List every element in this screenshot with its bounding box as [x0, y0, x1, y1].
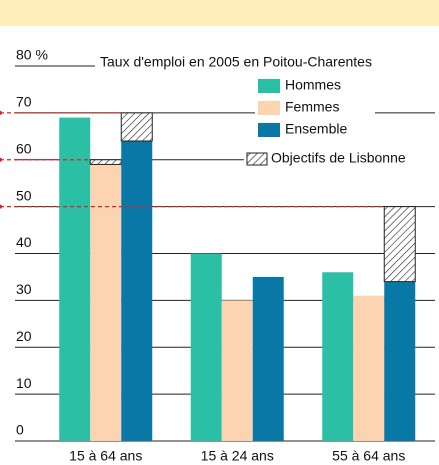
objective-hatch [89, 159, 122, 165]
bar [121, 141, 153, 441]
x-tick-label: 55 à 64 ans [332, 448, 405, 464]
bar [59, 117, 91, 441]
bar [353, 295, 385, 441]
y-tick-label: 70 [16, 94, 32, 110]
objective-hatch [383, 206, 416, 283]
objective-dot [0, 204, 2, 209]
legend-swatch [258, 101, 280, 115]
legend-label: Hommes [285, 77, 341, 93]
y-tick-label: 0 [16, 422, 24, 438]
objective-hatch [120, 112, 153, 142]
y-tick-label: 60 [16, 140, 32, 156]
objective-dot [0, 110, 2, 115]
bar [384, 281, 416, 441]
bar [90, 164, 122, 441]
y-tick-label: 30 [16, 281, 32, 297]
legend-bg [255, 76, 375, 96]
x-tick-label: 15 à 24 ans [201, 448, 274, 464]
chart-title: Taux d'emploi en 2005 en Poitou-Charente… [100, 54, 372, 70]
x-tick-label: 15 à 64 ans [69, 448, 142, 464]
y-tick-label: 40 [16, 234, 32, 250]
objective-dot [0, 157, 2, 162]
legend-swatch [258, 79, 280, 93]
legend-bg [255, 120, 375, 140]
bar [221, 300, 253, 441]
y-tick-label: 10 [16, 375, 32, 391]
legend-bg [255, 98, 375, 118]
legend-swatch [246, 152, 268, 166]
top-band [0, 0, 439, 26]
legend-label: Objectifs de Lisbonne [271, 150, 406, 166]
legend-swatch [258, 123, 280, 137]
y-tick-label: 80 % [16, 47, 48, 63]
legend-label: Femmes [285, 99, 339, 115]
y-tick-label: 20 [16, 328, 32, 344]
bar [322, 272, 354, 441]
bar [190, 253, 222, 441]
y-tick-label: 50 [16, 187, 32, 203]
bar [252, 276, 284, 441]
legend-bg [244, 149, 435, 169]
legend-label: Ensemble [285, 121, 347, 137]
